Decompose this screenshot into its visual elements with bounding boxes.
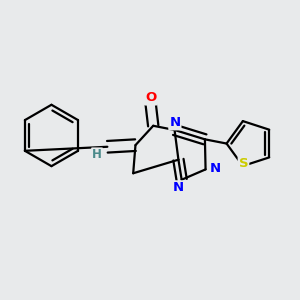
Text: N: N [210,162,221,175]
Text: S: S [239,157,248,170]
Text: H: H [92,148,102,161]
Text: N: N [169,116,180,129]
Text: O: O [145,92,156,104]
Text: N: N [173,181,184,194]
